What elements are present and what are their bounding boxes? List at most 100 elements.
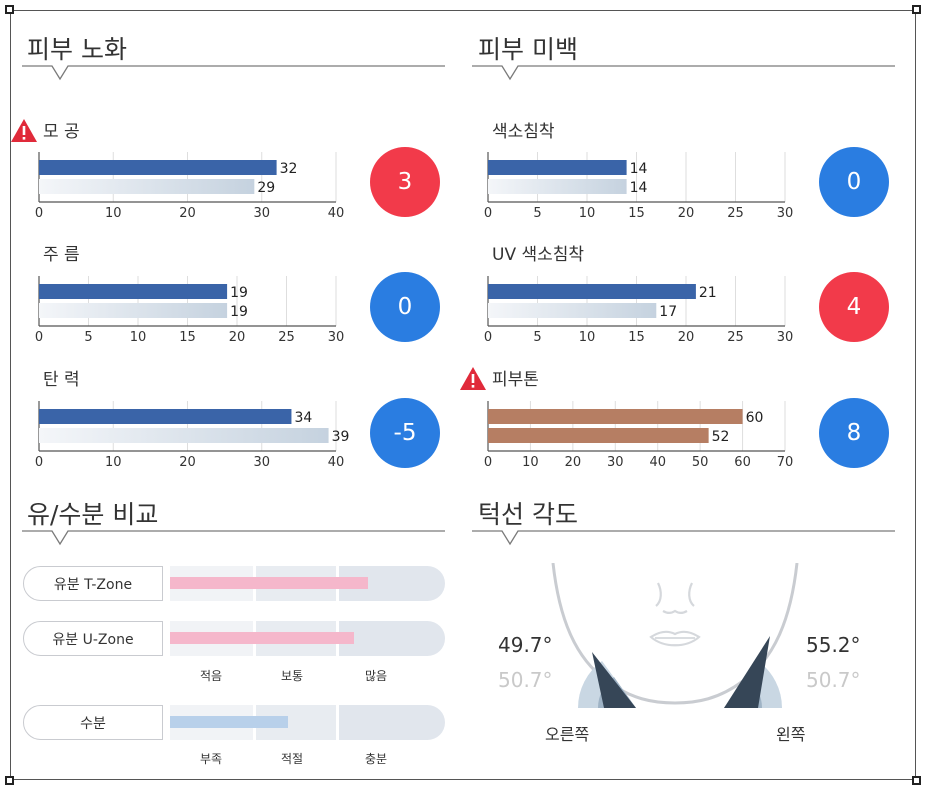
aging-section-rule xyxy=(22,65,445,81)
previous-value-bar xyxy=(39,428,329,443)
tick-label: 20 xyxy=(179,206,196,221)
water-label: 수분 xyxy=(23,705,163,740)
right-side-label: 오른쪽 xyxy=(545,725,590,744)
tick-label: 0 xyxy=(35,330,43,345)
tick-label: 30 xyxy=(328,330,345,345)
tick-label: 0 xyxy=(484,330,492,345)
oil-level-low: 적음 xyxy=(199,669,223,683)
previous-value-bar xyxy=(39,179,255,194)
oil-u-zone-fill xyxy=(170,632,355,644)
tick-label: 0 xyxy=(484,206,492,221)
pigmentation-bar-chart: 0 5 10 15 20 25 30 14 14 xyxy=(484,152,794,221)
left-jaw-angle-icon xyxy=(724,636,782,708)
tick-label: 20 xyxy=(179,455,196,470)
water-fill xyxy=(170,716,289,728)
tick-label: 0 xyxy=(484,455,492,470)
tick-label: 10 xyxy=(579,330,596,345)
tick-label: 0 xyxy=(35,206,43,221)
tick-label: 10 xyxy=(130,330,147,345)
whitening-section-title: 피부 미백 xyxy=(478,35,578,64)
uv-pigmentation-bar-chart: 0 5 10 15 20 25 30 21 17 xyxy=(484,276,794,345)
tick-label: 30 xyxy=(253,455,270,470)
current-value-label: 34 xyxy=(294,410,312,426)
oil-water-section-rule xyxy=(22,530,445,546)
aging-section-title: 피부 노화 xyxy=(27,35,127,64)
tick-label: 30 xyxy=(777,206,794,221)
left-side-label: 왼쪽 xyxy=(776,725,806,744)
oil-t-zone-fill xyxy=(170,577,368,589)
current-value-bar xyxy=(488,160,627,175)
metric-title-wrinkle: 주 름 xyxy=(43,245,80,265)
wrinkle-bar-chart: 0 5 10 15 20 25 30 19 19 xyxy=(35,276,345,345)
tick-label: 25 xyxy=(278,330,295,345)
previous-value-bar xyxy=(488,303,657,318)
oil-t-zone-label: 유분 T-Zone xyxy=(23,566,163,601)
frame-corner xyxy=(5,776,14,785)
oil-u-zone-track xyxy=(170,621,445,656)
frame-corner xyxy=(912,5,921,14)
skin-tone-score-circle: 8 xyxy=(819,398,889,468)
previous-value-label: 39 xyxy=(332,429,350,445)
pigmentation-score-circle: 0 xyxy=(819,147,889,217)
left-current-angle: 55.2° xyxy=(806,633,861,657)
uv-pigmentation-score-circle: 4 xyxy=(819,272,889,342)
current-value-bar xyxy=(488,409,743,424)
tick-label: 20 xyxy=(229,330,246,345)
wrinkle-score-circle: 0 xyxy=(370,272,440,342)
water-level-low: 부족 xyxy=(199,752,223,766)
oil-u-zone-label: 유분 U-Zone xyxy=(23,621,163,656)
current-value-label: 14 xyxy=(630,161,648,177)
metric-title-uv-pigmentation: UV 색소침착 xyxy=(492,245,585,265)
tick-label: 50 xyxy=(692,455,709,470)
current-value-label: 19 xyxy=(230,285,248,301)
previous-value-label: 17 xyxy=(659,304,677,320)
water-level-proper: 적절 xyxy=(280,752,304,766)
tick-label: 5 xyxy=(84,330,92,345)
tick-label: 25 xyxy=(727,330,744,345)
previous-value-label: 52 xyxy=(712,429,730,445)
jaw-section-title: 턱선 각도 xyxy=(478,500,578,529)
metric-title-pore: 모 공 xyxy=(43,122,80,142)
previous-value-bar xyxy=(488,428,709,443)
current-value-bar xyxy=(39,284,228,299)
tick-label: 30 xyxy=(777,330,794,345)
tick-label: 40 xyxy=(649,455,666,470)
current-value-bar xyxy=(488,284,696,299)
frame-corner xyxy=(5,5,14,14)
warning-icon xyxy=(460,367,486,390)
oil-t-zone-track xyxy=(170,566,445,601)
tick-label: 30 xyxy=(607,455,624,470)
warning-icon xyxy=(11,119,37,142)
tick-label: 20 xyxy=(678,206,695,221)
previous-value-label: 19 xyxy=(230,304,248,320)
tick-label: 25 xyxy=(727,206,744,221)
tick-label: 10 xyxy=(105,206,122,221)
right-previous-angle: 50.7° xyxy=(498,668,553,692)
report-frame xyxy=(10,10,916,780)
face-outline-illustration xyxy=(551,563,799,705)
metric-title-pigmentation: 색소침착 xyxy=(492,122,555,142)
tick-label: 15 xyxy=(628,330,645,345)
tick-label: 40 xyxy=(328,455,345,470)
tick-label: 40 xyxy=(328,206,345,221)
current-value-label: 32 xyxy=(280,161,298,177)
tick-label: 10 xyxy=(105,455,122,470)
tick-label: 15 xyxy=(628,206,645,221)
metric-title-elasticity: 탄 력 xyxy=(43,370,80,390)
oil-water-section-title: 유/수분 비교 xyxy=(27,500,159,529)
elasticity-score-circle: -5 xyxy=(370,398,440,468)
pore-score-circle: 3 xyxy=(370,147,440,217)
jaw-section-rule xyxy=(472,530,895,546)
tick-label: 15 xyxy=(179,330,196,345)
previous-value-label: 14 xyxy=(630,180,648,196)
elasticity-bar-chart: 0 10 20 30 40 34 39 xyxy=(35,401,350,470)
skin-tone-bar-chart: 0 10 20 30 40 50 60 70 60 52 xyxy=(484,401,794,470)
previous-value-bar xyxy=(39,303,228,318)
metric-title-skin-tone: 피부톤 xyxy=(492,370,539,390)
frame-corner xyxy=(912,776,921,785)
tick-label: 10 xyxy=(579,206,596,221)
water-level-enough: 충분 xyxy=(364,752,388,766)
tick-label: 20 xyxy=(678,330,695,345)
tick-label: 5 xyxy=(533,330,541,345)
tick-label: 70 xyxy=(777,455,794,470)
